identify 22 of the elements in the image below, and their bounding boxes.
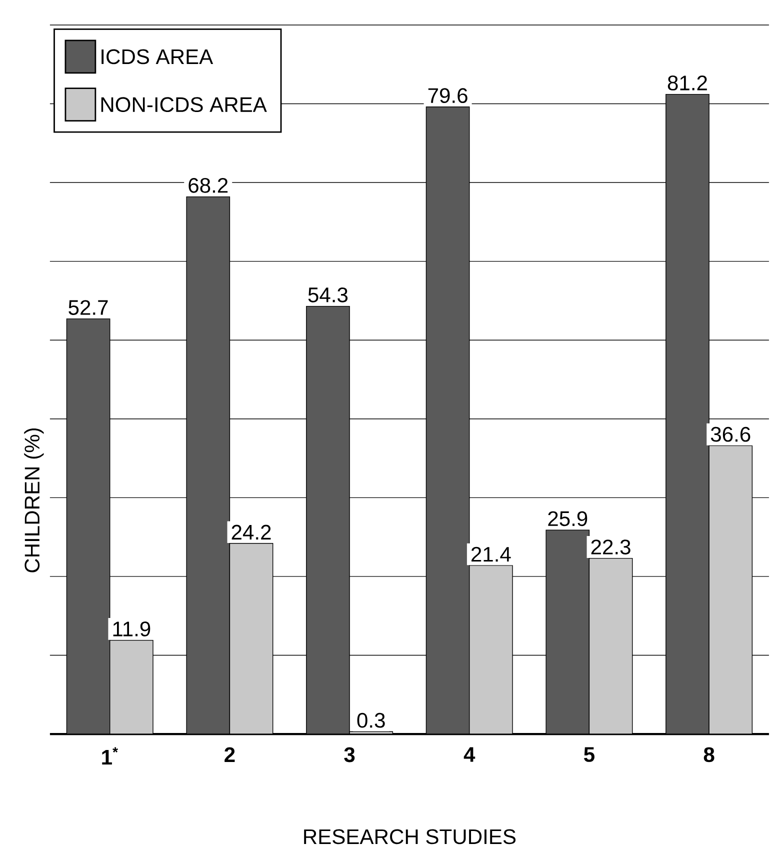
x-axis-title: RESEARCH STUDIES (304, 829, 516, 844)
legend-label: NON-ICDS AREA (101, 97, 267, 112)
x-tick-label: 5 (584, 747, 594, 762)
data-label: 79.6 (428, 88, 468, 104)
data-label: 68.2 (188, 178, 228, 193)
data-label: 36.6 (710, 426, 750, 442)
data-label: 22.3 (591, 540, 630, 554)
data-label: 11.9 (113, 622, 150, 636)
data-label: 24.2 (232, 524, 271, 540)
data-label: 54.3 (308, 287, 348, 302)
x-tick-label: 3 (344, 747, 355, 762)
data-label: 52.7 (68, 300, 108, 315)
y-axis-title: CHILDREN (%) (24, 428, 44, 572)
x-tick-label: 8 (704, 747, 714, 762)
x-tick-label: 1$^{*}$ (102, 747, 118, 765)
data-label: 0.3 (357, 712, 385, 728)
data-label: 81.2 (668, 76, 707, 90)
x-tick-label: 2 (224, 747, 235, 762)
legend-label: ICDS AREA (102, 49, 214, 64)
data-label: 25.9 (548, 511, 588, 526)
data-label: 21.4 (471, 546, 511, 562)
x-tick-label: 4 (464, 747, 476, 762)
